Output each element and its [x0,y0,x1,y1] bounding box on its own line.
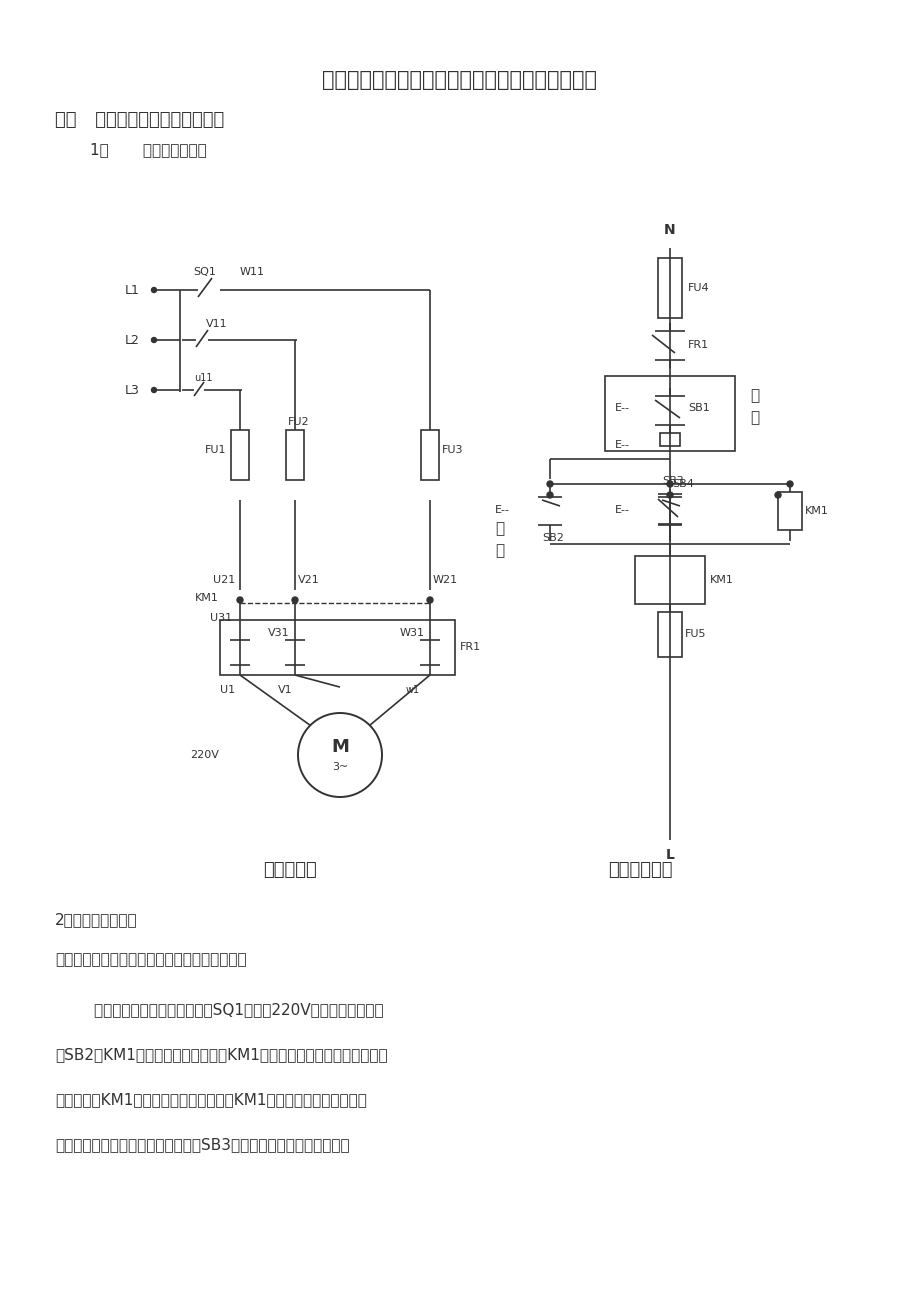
Text: N: N [664,223,675,237]
Text: SB2: SB2 [541,533,563,543]
Text: E--: E-- [614,404,630,413]
Text: L3: L3 [125,384,140,397]
Text: u11: u11 [194,372,212,383]
Bar [657,258,681,318]
Text: FU1: FU1 [204,445,226,454]
Text: FR1: FR1 [687,340,709,350]
Text: W11: W11 [240,267,265,277]
Text: 3~: 3~ [332,762,347,772]
Text: L: L [664,848,674,862]
Text: V21: V21 [298,575,320,585]
Bar [659,434,679,447]
Bar [605,376,734,450]
Circle shape [237,598,243,603]
Text: 三相异步电动机两地操作的工作动作原理与内容: 三相异步电动机两地操作的工作动作原理与内容 [55,953,246,967]
Text: U21: U21 [212,575,234,585]
Circle shape [426,598,433,603]
Text: V11: V11 [206,319,227,329]
Bar [220,620,455,674]
Text: SB1: SB1 [687,404,709,413]
Text: SQ1: SQ1 [193,267,216,277]
Text: M: M [331,738,348,756]
Text: W31: W31 [400,628,425,638]
Bar [634,556,704,604]
Text: KM1: KM1 [804,506,828,516]
Bar [231,430,249,480]
Text: E--: E-- [614,440,630,450]
Text: 一、   三相异步电动机的两地操作: 一、 三相异步电动机的两地操作 [55,111,224,129]
Bar [421,430,438,480]
Text: 乙: 乙 [749,388,758,404]
Bar [286,430,303,480]
Text: FU2: FU2 [288,417,310,427]
Text: FU3: FU3 [441,445,463,454]
Text: SB4: SB4 [671,479,693,490]
Circle shape [786,480,792,487]
Circle shape [547,480,552,487]
Text: W21: W21 [433,575,458,585]
Text: 2、实验原理与内容: 2、实验原理与内容 [55,913,138,927]
Circle shape [547,492,552,497]
Text: V31: V31 [268,628,289,638]
Text: U31: U31 [210,613,232,622]
Text: w1: w1 [405,685,420,695]
Text: 控制回路电路: 控制回路电路 [607,861,672,879]
Text: 地: 地 [749,410,758,426]
Text: 1、       实验电气接线图: 1、 实验电气接线图 [90,142,207,158]
Text: 甲: 甲 [494,522,504,536]
Text: KM1: KM1 [709,575,733,585]
Text: L1: L1 [125,284,140,297]
Text: E--: E-- [614,505,630,516]
Circle shape [291,598,298,603]
Text: FR1: FR1 [460,642,481,652]
Text: E--: E-- [494,505,509,516]
Text: 主回路电路: 主回路电路 [263,861,316,879]
Circle shape [152,288,156,293]
Text: 220V: 220V [190,750,219,760]
Circle shape [666,480,673,487]
Text: U1: U1 [220,685,234,695]
Text: V1: V1 [278,685,292,695]
Circle shape [774,492,780,497]
Text: FU5: FU5 [685,629,706,639]
Bar [777,492,801,530]
Circle shape [152,388,156,392]
Text: L2: L2 [125,333,140,346]
Text: 地: 地 [494,543,504,559]
Circle shape [666,492,673,497]
Text: 按下屏上起动按钮，合上开关SQ1，接通220V三相交流电源。按: 按下屏上起动按钮，合上开关SQ1，接通220V三相交流电源。按 [55,1003,383,1017]
Circle shape [152,337,156,342]
Text: 动机启动，实现甲地控制。按下按钮SB3后控制进回路、断电，使线圈: 动机启动，实现甲地控制。按下按钮SB3后控制进回路、断电，使线圈 [55,1138,349,1152]
Text: SB3: SB3 [662,477,683,486]
Text: 项目二：三相异步电动机的两地操作与正反转控制: 项目二：三相异步电动机的两地操作与正反转控制 [323,70,596,90]
Text: KM1: KM1 [195,592,219,603]
Bar [657,612,681,658]
Text: 下SB2，KM1交流接触器线圈得电，KM1的常开变为常闭，控制回路中进: 下SB2，KM1交流接触器线圈得电，KM1的常开变为常闭，控制回路中进 [55,1048,387,1062]
Text: FU4: FU4 [687,283,709,293]
Text: 行自锁，使KM1线圈继续得电，主回路中KM1吸合的同时，三相异步电: 行自锁，使KM1线圈继续得电，主回路中KM1吸合的同时，三相异步电 [55,1092,367,1108]
